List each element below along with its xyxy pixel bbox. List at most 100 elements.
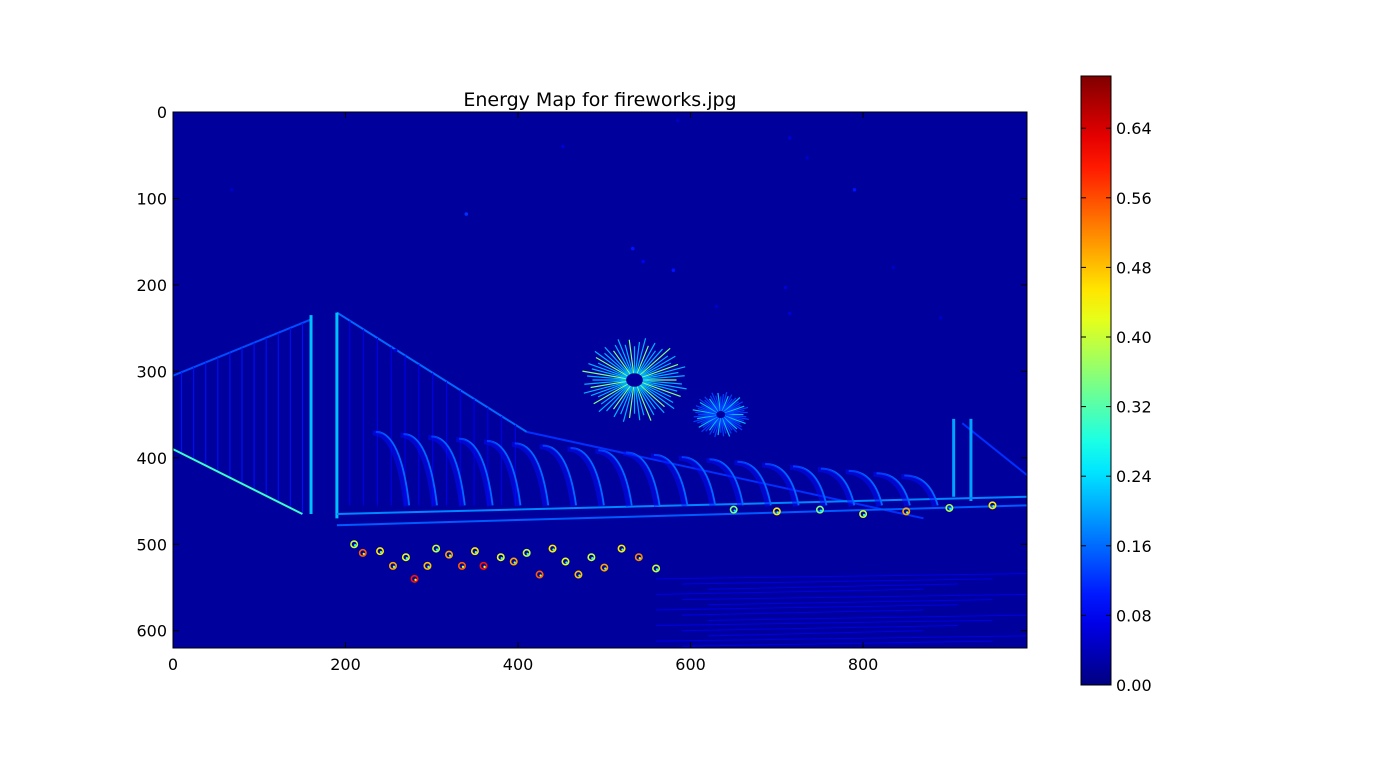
hot-spot: [859, 509, 868, 518]
firework-ray: [641, 382, 681, 398]
x-tick-label: 0: [168, 655, 178, 674]
firework-ray: [725, 414, 747, 418]
y-tick-label: 100: [136, 189, 167, 208]
colorbar-ticks: 0.00 0.08 0.16 0.24 0.32 0.40 0.48 0.56 0.64: [1081, 119, 1152, 695]
hot-spot-core: [353, 544, 357, 547]
arch-edge-glow: [761, 462, 799, 507]
deck-edge: [336, 504, 1027, 527]
x-tick-label: 800: [848, 655, 879, 674]
x-tick-label: 600: [675, 655, 706, 674]
water-edge: [707, 583, 959, 590]
hot-spot-core: [362, 552, 365, 556]
hot-spot-core: [604, 567, 607, 570]
firework-ray: [704, 396, 719, 413]
chart-title: Energy Map for fireworks.jpg: [463, 89, 736, 111]
colorbar-tick-label: 0.40: [1116, 328, 1152, 347]
hot-spot: [350, 540, 359, 549]
firework-ray: [591, 368, 627, 379]
hot-spot-core: [621, 548, 624, 551]
firework-ray: [724, 401, 744, 413]
hot-spot: [496, 553, 505, 562]
firework-ray: [717, 418, 721, 436]
x-tick-label: 400: [503, 655, 534, 674]
firework-ray: [695, 405, 717, 414]
firework-ray: [712, 417, 720, 434]
firework-ray: [711, 392, 720, 412]
arch-edge-glow: [372, 430, 409, 507]
firework-ray: [639, 347, 671, 376]
bridge-cable-edge: [173, 318, 312, 377]
x-tick-label: 200: [330, 655, 361, 674]
hot-spot: [561, 557, 570, 566]
hot-spot: [432, 544, 441, 553]
colorbar-gradient: [1081, 76, 1111, 685]
firework-ray: [709, 395, 720, 412]
arch-edge-glow: [400, 432, 437, 507]
hot-spot: [410, 574, 419, 583]
water-edge: [656, 635, 1027, 642]
firework-ray: [634, 386, 641, 421]
water-edge: [681, 578, 993, 585]
firework-ray: [638, 350, 657, 375]
arch-edge-glow: [873, 471, 910, 508]
firework-ray: [700, 404, 718, 414]
hot-spot: [815, 505, 824, 514]
bridge-cable-edge: [336, 311, 528, 433]
star-point: [393, 348, 398, 353]
firework-ray: [612, 350, 631, 375]
firework-ray: [612, 385, 631, 410]
firework-ray: [700, 415, 718, 425]
hot-spot: [772, 507, 781, 516]
arch-edge-glow: [789, 464, 826, 507]
firework-ray: [635, 386, 645, 416]
hot-spot: [634, 553, 643, 562]
hot-spot-core: [392, 565, 396, 569]
star-point: [787, 136, 792, 140]
colorbar: 0.00 0.08 0.16 0.24 0.32 0.40 0.48 0.56 0.64: [1080, 75, 1152, 695]
firework-ray: [708, 417, 719, 431]
star-point: [714, 304, 719, 309]
firework-ray: [597, 382, 628, 398]
hot-spot-core: [819, 509, 823, 512]
firework-ray: [624, 344, 634, 374]
arch-edge-glow: [901, 474, 938, 508]
firework-ray: [635, 338, 647, 374]
energy-heatmap-image: [173, 112, 1027, 648]
firework-ray: [722, 394, 733, 412]
star-point: [675, 118, 680, 123]
firework-ray: [705, 417, 719, 432]
hot-spot: [902, 507, 911, 516]
y-tick-label: 0: [157, 103, 167, 122]
hot-spot: [401, 553, 410, 562]
hot-spot-core: [578, 574, 581, 577]
star-point: [630, 246, 635, 251]
hot-spot: [376, 547, 385, 556]
firework-ray: [724, 404, 741, 414]
firework-ray: [583, 381, 627, 394]
hot-spot-core: [552, 548, 555, 551]
y-tick-label: 600: [136, 622, 167, 641]
star-point: [561, 144, 565, 149]
firework-ray: [692, 409, 717, 415]
arch-edge-glow: [817, 467, 854, 507]
firework-ray: [637, 385, 655, 416]
firework-ray: [697, 415, 717, 424]
star-point: [805, 156, 809, 160]
firework-ray: [720, 418, 725, 437]
hot-spot-core: [591, 557, 594, 560]
arch-edge-glow: [511, 441, 548, 507]
firework-ray: [628, 386, 635, 419]
firework-ray: [693, 414, 717, 418]
star-point: [229, 188, 234, 192]
arch-edge-glow: [595, 448, 632, 507]
firework-ray: [723, 401, 740, 413]
firework-ray: [724, 415, 744, 422]
hot-spot-core: [539, 574, 542, 577]
hot-spot: [358, 548, 367, 557]
y-tick-label: 300: [136, 362, 167, 381]
firework-ray: [617, 339, 633, 374]
firework-ray: [582, 370, 627, 380]
water-edge: [681, 593, 1027, 601]
axes-frame: [172, 111, 1028, 649]
firework-ray: [636, 345, 649, 374]
